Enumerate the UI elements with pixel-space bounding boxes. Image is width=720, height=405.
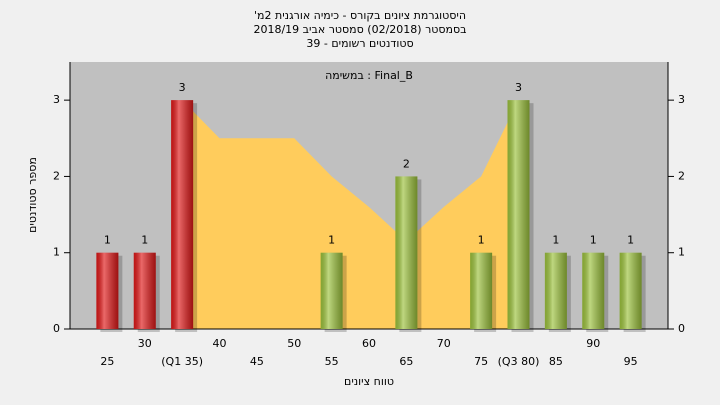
data-label: 3 — [179, 81, 186, 94]
x-tick-label: 45 — [250, 355, 264, 368]
y-tick-label: 2 — [53, 169, 60, 182]
y-tick-label: 0 — [678, 322, 685, 335]
bar-shade — [544, 252, 567, 329]
x-tick-label: 25 — [100, 355, 114, 368]
x-tick-label: 75 — [474, 355, 488, 368]
chart-subtitle: במשימה : Final_B — [325, 69, 413, 82]
chart-title: סטודנטים רשומים - 39 — [306, 37, 413, 50]
data-label: 1 — [478, 234, 485, 247]
bar-shade — [619, 252, 642, 329]
data-label: 1 — [590, 234, 597, 247]
x-tick-label: (Q1 35) — [161, 355, 203, 368]
bar-shade — [133, 252, 156, 329]
y-tick-label: 3 — [53, 93, 60, 106]
data-label: 2 — [403, 157, 410, 170]
x-tick-label: 95 — [624, 355, 638, 368]
y-tick-label: 3 — [678, 93, 685, 106]
data-label: 1 — [141, 234, 148, 247]
y-tick-label: 0 — [53, 322, 60, 335]
x-tick-label: 70 — [437, 337, 451, 350]
x-tick-label: 65 — [399, 355, 413, 368]
x-tick-label: (Q3 80) — [498, 355, 540, 368]
bar-shade — [96, 252, 119, 329]
chart-title: בסמסטר (02/2018) סמסטר אביב 2018/19 — [253, 23, 466, 36]
area — [182, 100, 519, 330]
data-label: 1 — [104, 234, 111, 247]
y-tick-label: 1 — [678, 246, 685, 259]
bar-shade — [470, 252, 493, 329]
bar-shade — [171, 100, 194, 330]
bar-shade — [320, 252, 343, 329]
y-tick-label: 1 — [53, 246, 60, 259]
x-tick-label: 40 — [213, 337, 227, 350]
y-tick-label: 2 — [678, 169, 685, 182]
x-tick-label: 55 — [325, 355, 339, 368]
x-tick-label: 30 — [138, 337, 152, 350]
x-axis-label: טווח ציונים — [344, 375, 394, 388]
y-axis-label: מספר סטודנטים — [26, 157, 39, 233]
data-label: 1 — [627, 234, 634, 247]
x-tick-label: 50 — [287, 337, 301, 350]
chart-title: 'היסטוגרמת ציונים בקורס - כימיה אורגנית … — [254, 9, 466, 22]
x-tick-label: 90 — [586, 337, 600, 350]
bar-shade — [582, 252, 605, 329]
data-label: 1 — [552, 234, 559, 247]
x-tick-label: 85 — [549, 355, 563, 368]
x-tick-label: 60 — [362, 337, 376, 350]
bar-shade — [395, 176, 418, 329]
bar-shade — [507, 100, 530, 330]
data-label: 1 — [328, 234, 335, 247]
data-label: 3 — [515, 81, 522, 94]
